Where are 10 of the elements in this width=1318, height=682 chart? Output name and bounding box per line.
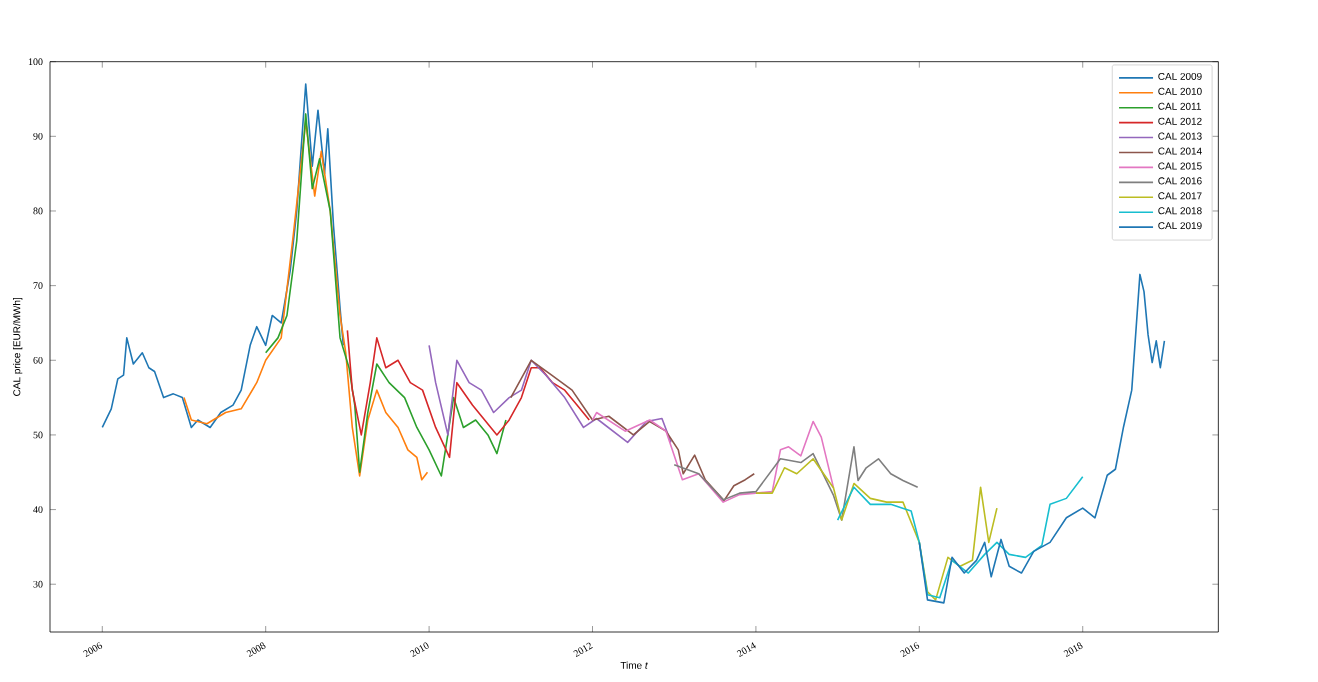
line-series [101, 83, 345, 429]
line-series [836, 475, 1084, 599]
line-series [428, 344, 672, 444]
line-series [918, 273, 1166, 604]
line-series [510, 359, 756, 502]
line-series [346, 329, 591, 459]
line-series [591, 411, 835, 503]
line-series [755, 458, 998, 601]
line-series [264, 113, 507, 477]
line-series [673, 446, 919, 521]
